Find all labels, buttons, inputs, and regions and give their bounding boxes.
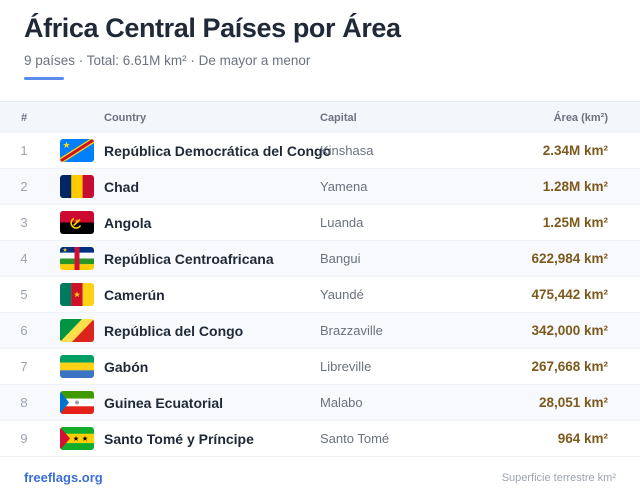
flag-gabon-icon [60, 355, 94, 378]
row-rank: 7 [20, 359, 28, 374]
row-country: Guinea Ecuatorial [104, 394, 224, 411]
row-rank: 6 [20, 323, 28, 338]
row-capital: Luanda [320, 215, 364, 230]
row-capital: Santo Tomé [320, 431, 390, 446]
row-country: Chad [104, 178, 139, 195]
row-capital: Malabo [320, 395, 363, 410]
title-accent-bar [24, 77, 64, 80]
column-header-country: Country [104, 111, 147, 124]
row-rank: 3 [20, 215, 28, 230]
row-rank: 1 [20, 143, 28, 158]
column-header-area: Área (km²) [553, 111, 608, 124]
row-capital: Yamena [320, 179, 368, 194]
column-header-capital: Capital [320, 111, 357, 124]
flag-angola-icon [60, 211, 94, 234]
footer: freeflags.org Superficie terrestre km² [24, 470, 616, 485]
row-capital: Bangui [320, 251, 361, 266]
row-area: 964 km² [557, 431, 608, 446]
table-row: 3 Angola Luanda 1.25M km² [0, 205, 640, 241]
footer-note: Superficie terrestre km² [501, 471, 616, 484]
table-row: 7 Gabón Libreville 267,668 km² [0, 349, 640, 385]
row-rank: 5 [20, 287, 28, 302]
page-title: África Central Países por Área [24, 13, 401, 43]
flag-sao-tome-icon [60, 427, 94, 450]
header: África Central Países por Área 9 países … [24, 12, 624, 80]
row-rank: 9 [20, 431, 28, 446]
flag-chad-icon [60, 175, 94, 198]
table-row: 1 República Democrática del Congo Kinsha… [0, 133, 640, 169]
row-area: 1.28M km² [542, 179, 608, 194]
table-row: 8 Guinea Ecuatorial Malabo 28,051 km² [0, 385, 640, 421]
row-area: 342,000 km² [531, 323, 608, 338]
row-country: República del Congo [104, 322, 244, 339]
flag-equatorial-guinea-icon [60, 391, 94, 414]
row-rank: 4 [20, 251, 28, 266]
row-capital: Yaundé [320, 287, 364, 302]
row-area: 475,442 km² [531, 287, 608, 302]
table-row: 5 Camerún Yaundé 475,442 km² [0, 277, 640, 313]
table-header: # Country Capital Área (km²) [0, 101, 640, 133]
row-country: Santo Tomé y Príncipe [104, 430, 254, 447]
row-area: 28,051 km² [538, 395, 608, 410]
row-area: 2.34M km² [542, 143, 608, 158]
row-country: Camerún [104, 286, 165, 303]
table-row: 2 Chad Yamena 1.28M km² [0, 169, 640, 205]
row-country: República Democrática del Congo [104, 142, 332, 159]
row-capital: Brazzaville [320, 323, 383, 338]
page-subtitle: 9 países · Total: 6.61M km² · De mayor a… [24, 53, 311, 68]
row-capital: Libreville [320, 359, 372, 374]
row-rank: 2 [20, 179, 28, 194]
row-area: 622,984 km² [531, 251, 608, 266]
flag-drc-icon [60, 139, 94, 162]
table-row: 6 República del Congo Brazzaville 342,00… [0, 313, 640, 349]
countries-table: # Country Capital Área (km²) 1 República… [0, 101, 640, 457]
flag-car-icon [60, 247, 94, 270]
row-country: Gabón [104, 358, 149, 375]
brand-link[interactable]: freeflags.org [24, 470, 103, 485]
row-country: Angola [104, 214, 152, 231]
flag-cameroon-icon [60, 283, 94, 306]
flag-congo-icon [60, 319, 94, 342]
table-row: 9 Santo Tomé y Príncipe Santo Tomé 964 k… [0, 421, 640, 457]
row-area: 267,668 km² [531, 359, 608, 374]
row-area: 1.25M km² [542, 215, 608, 230]
column-header-rank: # [20, 111, 28, 124]
row-capital: Kinshasa [320, 143, 374, 158]
row-rank: 8 [20, 395, 28, 410]
row-country: República Centroafricana [104, 250, 274, 267]
table-row: 4 República Centroafricana Bangui 622,98… [0, 241, 640, 277]
